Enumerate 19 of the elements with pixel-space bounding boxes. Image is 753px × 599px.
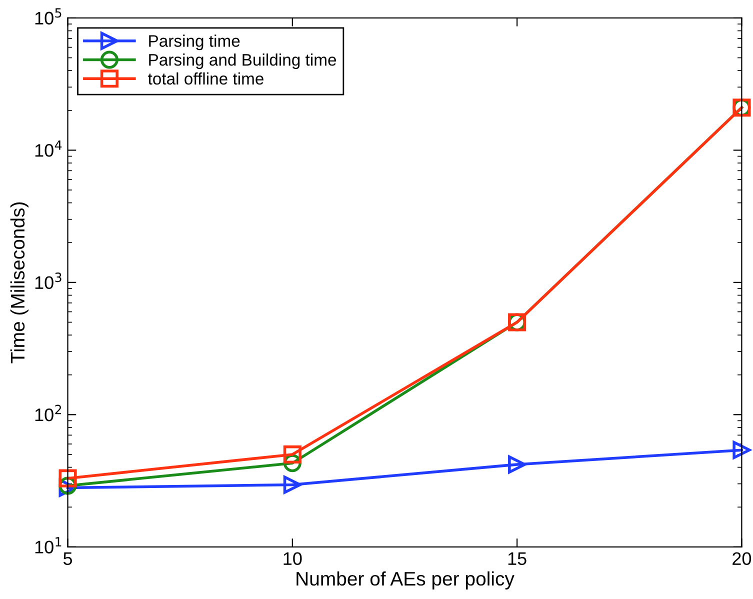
point — [58, 469, 77, 488]
x-tick-label: 5 — [63, 552, 72, 566]
legend-label: Parsing and Building time — [149, 54, 336, 70]
y-axis-title: Time (Miliseconds) — [10, 202, 28, 364]
x-tick-label: 15 — [508, 552, 526, 566]
y-tick-label: 10$^{5}$ — [35, 8, 62, 25]
point — [283, 476, 302, 494]
y-tick-label: 10$^{1}$ — [35, 537, 62, 554]
point — [732, 441, 751, 460]
y-tick-label: 10$^{4}$ — [35, 140, 62, 157]
x-tick-label: 10 — [284, 552, 302, 566]
legend-label: total offline time — [148, 72, 264, 85]
y-tick-label: 10$^{3}$ — [35, 272, 62, 290]
point — [283, 445, 302, 464]
x-tick-label: 20 — [732, 552, 752, 566]
legend-label: Parsing time — [149, 34, 240, 50]
point — [508, 455, 526, 474]
y-tick-label: 10$^{2}$ — [35, 404, 62, 422]
x-axis-title: Number of AEs per policy — [296, 571, 514, 590]
